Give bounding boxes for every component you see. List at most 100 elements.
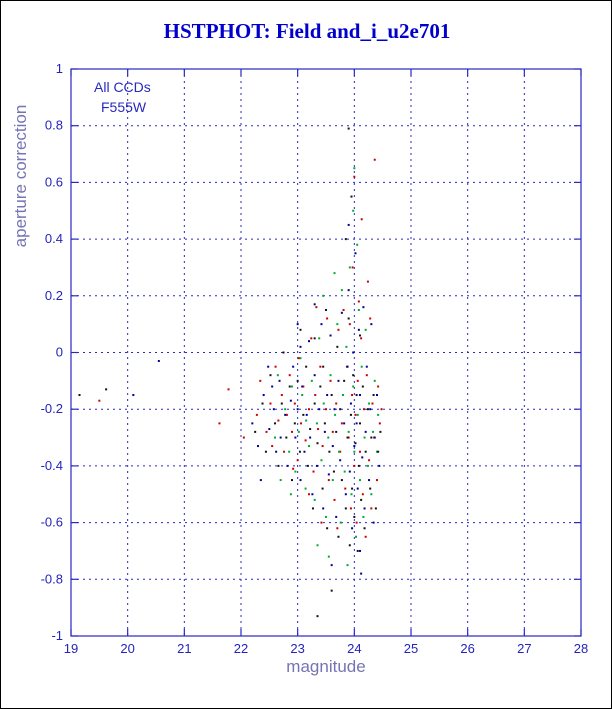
- data-point-black: [305, 365, 308, 368]
- data-point-red: [351, 266, 354, 269]
- data-point-black: [316, 615, 319, 618]
- data-point-navy: [357, 328, 360, 331]
- data-point-navy: [259, 479, 262, 482]
- data-point-green: [372, 430, 375, 433]
- data-point-navy: [339, 459, 342, 462]
- data-point-green: [301, 394, 304, 397]
- data-point-green: [357, 308, 360, 311]
- data-point-black: [282, 351, 285, 354]
- data-point-navy: [301, 385, 304, 388]
- data-point-navy: [318, 408, 321, 411]
- data-point-navy: [365, 365, 368, 368]
- data-point-green: [343, 470, 346, 473]
- annotation-filter: F555W: [101, 99, 147, 115]
- data-point-black: [311, 507, 314, 510]
- data-point-green: [322, 402, 325, 405]
- data-point-navy: [292, 365, 295, 368]
- data-point-navy: [296, 323, 299, 326]
- data-point-red: [227, 388, 230, 391]
- data-point-navy: [333, 408, 336, 411]
- data-point-black: [359, 422, 361, 425]
- data-point-black: [360, 498, 363, 501]
- data-point-black: [353, 515, 356, 518]
- data-point-red: [277, 419, 280, 422]
- data-point-black: [78, 394, 81, 397]
- data-point-green: [294, 470, 297, 473]
- data-point-green: [377, 413, 380, 416]
- data-point-navy: [308, 340, 310, 343]
- data-point-green: [339, 521, 342, 524]
- data-point-navy: [327, 473, 330, 476]
- data-point-red: [331, 430, 334, 433]
- data-point-black: [254, 430, 257, 433]
- data-point-black: [344, 238, 347, 241]
- data-point-red: [293, 402, 296, 405]
- data-point-green: [336, 323, 339, 326]
- y-axis-title: aperture correction: [11, 104, 30, 248]
- data-point-green: [329, 374, 332, 377]
- data-point-red: [371, 402, 374, 405]
- x-tick-label: 22: [234, 641, 248, 656]
- data-point-red: [351, 394, 354, 397]
- data-point-black: [344, 507, 347, 510]
- data-point-navy: [294, 436, 297, 439]
- x-tick-label: 24: [347, 641, 361, 656]
- data-point-black: [330, 394, 333, 397]
- data-point-black: [302, 413, 305, 416]
- data-point-green: [327, 436, 330, 439]
- data-point-navy: [372, 521, 375, 524]
- data-point-red: [325, 408, 327, 411]
- y-tick-label: -0.8: [41, 571, 63, 586]
- y-tick-label: 0.8: [45, 118, 63, 133]
- data-point-black: [105, 388, 108, 391]
- data-point-black: [321, 487, 324, 490]
- data-point-red: [308, 493, 310, 496]
- data-point-navy: [330, 564, 333, 567]
- data-point-green: [366, 464, 369, 467]
- data-point-green: [352, 209, 355, 212]
- y-tick-label: -1: [51, 628, 63, 643]
- data-point-navy: [262, 394, 265, 397]
- data-point-black: [379, 430, 382, 433]
- data-point-black: [277, 464, 280, 467]
- data-point-black: [309, 428, 312, 431]
- data-point-navy: [347, 223, 350, 226]
- data-point-navy: [344, 493, 347, 496]
- data-point-black: [293, 422, 296, 425]
- x-tick-label: 20: [120, 641, 134, 656]
- data-point-navy: [157, 360, 160, 363]
- data-point-black: [346, 436, 349, 439]
- data-point-navy: [311, 493, 314, 496]
- data-point-green: [333, 272, 336, 275]
- data-point-red: [362, 408, 365, 411]
- data-point-green: [289, 493, 292, 496]
- data-point-red: [368, 459, 371, 462]
- data-point-navy: [369, 408, 372, 411]
- data-point-green: [305, 419, 308, 422]
- data-point-green: [325, 515, 327, 518]
- data-point-black: [274, 422, 276, 425]
- data-point-black: [359, 334, 361, 337]
- data-point-green: [376, 450, 378, 453]
- data-point-navy: [275, 450, 278, 453]
- data-point-red: [98, 399, 101, 402]
- data-point-red: [327, 479, 330, 482]
- data-point-black: [319, 385, 322, 388]
- data-point-black: [337, 535, 340, 538]
- data-point-green: [313, 498, 316, 501]
- data-point-green: [360, 365, 363, 368]
- data-point-navy: [286, 464, 289, 467]
- data-point-red: [365, 374, 368, 377]
- data-point-black: [347, 317, 350, 320]
- data-point-black: [348, 544, 351, 547]
- data-point-green: [352, 385, 355, 388]
- data-point-red: [359, 450, 361, 453]
- data-point-navy: [313, 374, 316, 377]
- data-point-black: [369, 487, 372, 490]
- data-point-black: [323, 422, 326, 425]
- y-tick-label: 0: [56, 345, 63, 360]
- data-point-red: [308, 408, 310, 411]
- data-point-red: [373, 158, 376, 161]
- data-point-green: [362, 515, 365, 518]
